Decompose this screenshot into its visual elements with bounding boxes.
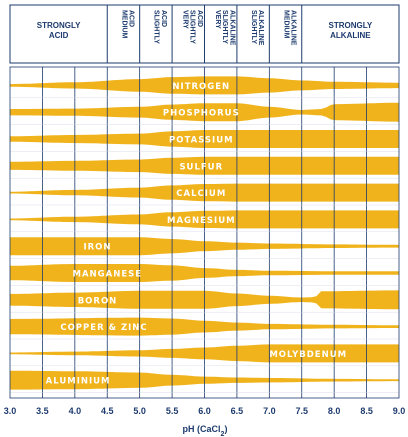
- header-zone-label: ALKALINE: [257, 10, 264, 46]
- x-tick-label: 8.0: [328, 406, 341, 416]
- header-zone-label: ALKALINE: [228, 10, 235, 46]
- header-zone-label: ACID: [160, 10, 167, 27]
- x-tick-label: 9.0: [393, 406, 406, 416]
- x-axis-label: pH (CaCl2): [183, 424, 228, 437]
- header-zone-label: ACID: [196, 10, 203, 27]
- header-zone-label: SLIGHTLY: [153, 10, 160, 44]
- band-label-aluminium: ALUMINIUM: [46, 377, 111, 387]
- plot-frame: [9, 66, 400, 399]
- x-tick-label: 8.5: [360, 406, 373, 416]
- header-zone-label: SLIGHTLY: [189, 10, 196, 44]
- x-tick-label: 6.5: [231, 406, 244, 416]
- band-label-manganese: MANGANESE: [73, 270, 143, 280]
- x-tick-label: 4.0: [69, 406, 82, 416]
- header-zone-label: ACID: [128, 10, 135, 27]
- header-zone-label: STRONGLY: [329, 21, 373, 30]
- header-zone-label: ALKALINE: [290, 10, 297, 46]
- header-zone-label: SLIGHTLY: [221, 10, 228, 44]
- header-zone-label: SLIGHTLY: [250, 10, 257, 44]
- band-label-sulfur: SULFUR: [179, 162, 223, 172]
- band-label-molybdenum: MOLYBDENUM: [269, 350, 347, 360]
- x-axis-label-main: pH (CaCl: [183, 424, 221, 434]
- band-label-phosphorus: PHOSPHORUS: [163, 109, 240, 119]
- band-label-magnesium: MAGNESIUM: [167, 216, 236, 226]
- header-zone-label: MEDIUM: [282, 10, 289, 39]
- header-zone-label: MEDIUM: [120, 10, 127, 39]
- header-zone-label: ALKALINE: [330, 31, 371, 40]
- x-tick-label: 5.5: [166, 406, 179, 416]
- x-tick-label: 4.5: [101, 406, 114, 416]
- band-label-iron: IRON: [83, 243, 111, 253]
- header-zone-label: ACID: [49, 31, 69, 40]
- band-label-potassium: POTASSIUM: [169, 136, 234, 146]
- x-axis-label-end: ): [224, 424, 227, 434]
- header-zone-label: STRONGLY: [37, 21, 81, 30]
- band-label-calcium: CALCIUM: [176, 189, 226, 199]
- x-axis-label-sub: 2: [221, 431, 225, 437]
- header-zone-label: VERY: [182, 10, 189, 29]
- nutrient-labels: NITROGEN PHOSPHORUS POTASSIUM SULFUR CALCIUM…: [46, 82, 347, 387]
- x-tick-label: 5.0: [133, 406, 146, 416]
- gridlines: [9, 66, 400, 399]
- x-tick-label: 7.0: [263, 406, 276, 416]
- x-tick-label: 7.5: [295, 406, 308, 416]
- x-axis-ticks: 3.0 3.5 4.0 4.5 5.0 5.5 6.0 6.5 7.0 7.5 8.0 8.5 9.0: [4, 406, 406, 416]
- band-label-boron: BORON: [78, 296, 118, 306]
- band-label-nitrogen: NITROGEN: [172, 82, 230, 92]
- band-label-copper-zinc: COPPER & ZINC: [60, 323, 147, 333]
- header-zone-label: VERY: [214, 10, 221, 29]
- x-tick-label: 6.0: [198, 406, 211, 416]
- x-tick-label: 3.5: [36, 406, 49, 416]
- x-tick-label: 3.0: [4, 406, 17, 416]
